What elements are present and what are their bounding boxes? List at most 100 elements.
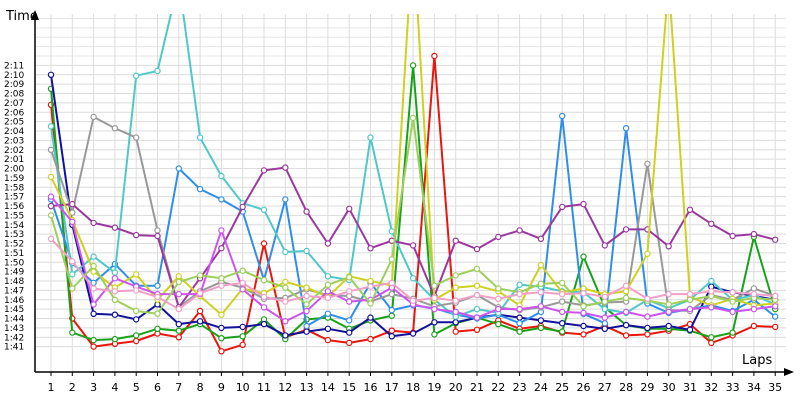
data-point	[154, 67, 161, 75]
data-point	[47, 71, 55, 79]
x-tick-label: 13	[300, 381, 314, 394]
y-tick-label: 1:57	[4, 193, 24, 203]
data-point	[601, 293, 609, 301]
data-point	[495, 233, 502, 241]
data-point	[132, 316, 140, 323]
data-point	[622, 294, 630, 302]
data-point	[622, 226, 630, 233]
x-tick-label: 16	[364, 381, 378, 394]
series-group	[47, 14, 779, 355]
data-point	[324, 240, 332, 247]
data-point	[218, 335, 225, 342]
data-point	[473, 326, 481, 333]
data-point	[346, 205, 353, 212]
data-point	[132, 72, 140, 79]
x-tick-label: 33	[726, 381, 740, 394]
data-point	[580, 331, 587, 338]
data-point	[90, 285, 97, 292]
data-point	[601, 314, 609, 321]
x-tick-label: 26	[577, 381, 591, 394]
data-point	[452, 328, 459, 335]
data-point	[750, 285, 758, 292]
data-point	[495, 285, 502, 292]
data-point	[324, 294, 332, 302]
data-point	[452, 284, 459, 291]
y-tick-label: 1:47	[4, 286, 24, 296]
data-point	[260, 304, 268, 311]
data-point	[90, 113, 97, 121]
data-point	[516, 305, 523, 313]
x-tick-label: 14	[321, 381, 335, 394]
data-point	[622, 288, 630, 295]
data-point	[644, 250, 651, 257]
x-tick-label: 20	[449, 381, 463, 394]
data-point	[303, 322, 310, 330]
x-tick-label: 9	[218, 381, 225, 394]
data-point	[111, 335, 119, 343]
data-point	[303, 307, 310, 315]
data-point	[431, 294, 438, 302]
y-tick-label: 1:43	[4, 324, 24, 334]
data-point	[47, 123, 55, 130]
data-point	[303, 208, 310, 215]
data-point	[111, 311, 119, 318]
data-point	[516, 227, 523, 234]
data-point	[218, 244, 225, 252]
data-point	[175, 278, 182, 286]
y-tick-label: 2:05	[4, 118, 24, 128]
data-point	[388, 290, 395, 298]
y-tick-label: 1:49	[4, 268, 24, 278]
data-point	[644, 313, 651, 320]
data-point	[665, 308, 672, 316]
data-point	[175, 290, 182, 298]
data-point	[601, 242, 609, 249]
y-tick-label: 1:58	[4, 183, 24, 193]
data-point	[750, 290, 758, 298]
data-point	[516, 320, 523, 327]
data-point	[686, 326, 694, 333]
data-point	[282, 248, 289, 256]
data-point	[218, 311, 225, 318]
data-point	[750, 305, 758, 313]
data-point	[111, 269, 119, 276]
data-point	[239, 323, 246, 331]
data-point	[90, 310, 97, 317]
y-tick-label: 2:03	[4, 136, 24, 146]
data-point	[388, 279, 395, 287]
data-point	[367, 134, 374, 141]
data-point	[154, 232, 161, 240]
data-point	[559, 203, 566, 211]
data-point	[282, 332, 289, 339]
data-point	[239, 279, 246, 287]
data-point	[132, 332, 140, 339]
data-point	[69, 329, 76, 336]
data-point	[750, 230, 758, 238]
data-point	[47, 235, 55, 242]
data-point	[601, 325, 609, 332]
data-point	[622, 124, 630, 132]
x-tick-label: 32	[704, 381, 718, 394]
data-point	[495, 305, 502, 313]
data-point	[111, 296, 119, 303]
x-tick-label: 2	[69, 381, 76, 394]
y-tick-label: 1:54	[4, 221, 24, 231]
data-point	[559, 298, 566, 305]
data-point	[175, 305, 182, 313]
data-point	[409, 242, 417, 249]
data-point	[154, 282, 161, 289]
data-point	[69, 258, 76, 265]
x-axis-title: Laps	[742, 353, 772, 368]
data-point	[260, 206, 268, 213]
x-tick-label: 6	[154, 381, 161, 394]
y-tick-label: 1:55	[4, 211, 24, 221]
axes	[31, 10, 794, 376]
data-point	[346, 274, 353, 281]
x-tick-label: 27	[598, 381, 612, 394]
data-point	[303, 328, 310, 335]
data-point	[772, 313, 779, 320]
data-point	[132, 287, 140, 294]
data-point	[559, 308, 566, 316]
data-point	[622, 321, 630, 329]
data-point	[516, 328, 523, 335]
data-point	[729, 298, 736, 305]
